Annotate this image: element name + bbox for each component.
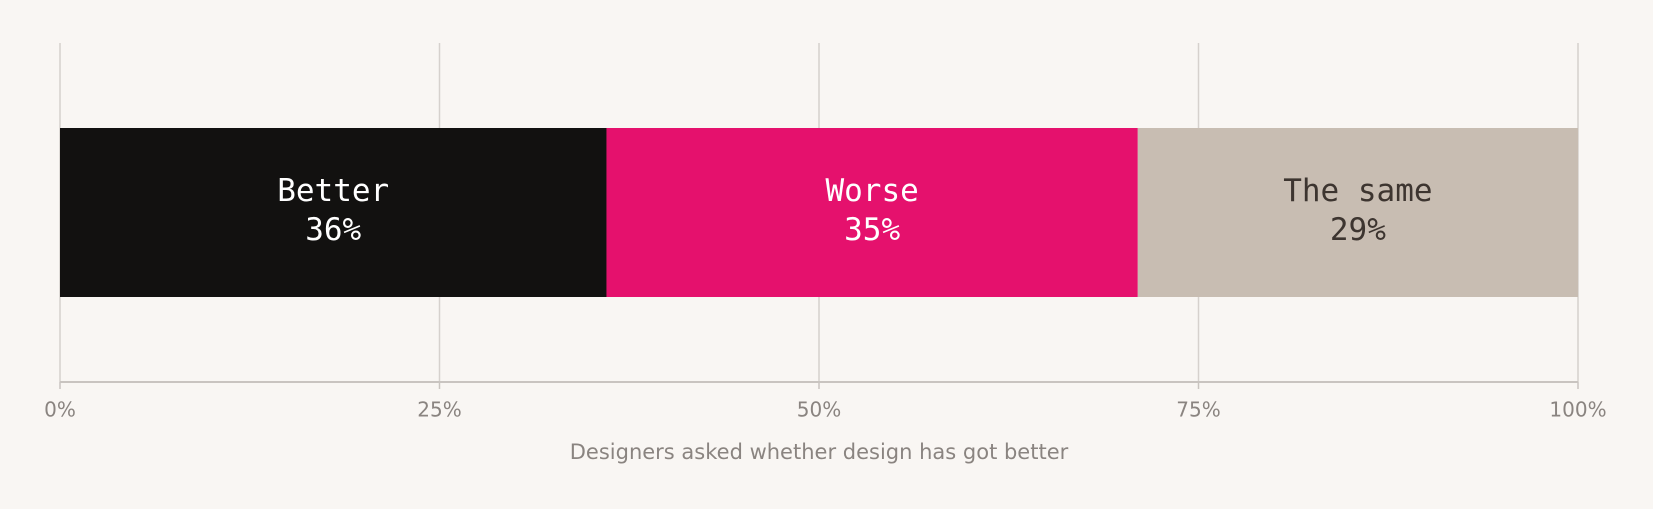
segment-name: The same xyxy=(1283,173,1432,209)
x-axis-title: Designers asked whether design has got b… xyxy=(570,440,1069,464)
x-tick-label: 0% xyxy=(44,398,76,422)
bar-segment xyxy=(60,128,607,297)
bar-segment xyxy=(1137,128,1578,297)
x-tick-label: 50% xyxy=(797,398,841,422)
segment-name: Worse xyxy=(825,173,918,209)
value-label: 36% xyxy=(305,212,361,248)
value-label: 35% xyxy=(844,212,900,248)
x-tick-label: 100% xyxy=(1549,398,1606,422)
segment-name: Better xyxy=(277,173,389,209)
x-tick-label: 25% xyxy=(417,398,461,422)
value-label: 29% xyxy=(1330,212,1386,248)
x-tick-label: 75% xyxy=(1176,398,1220,422)
bar-segment xyxy=(606,128,1138,297)
